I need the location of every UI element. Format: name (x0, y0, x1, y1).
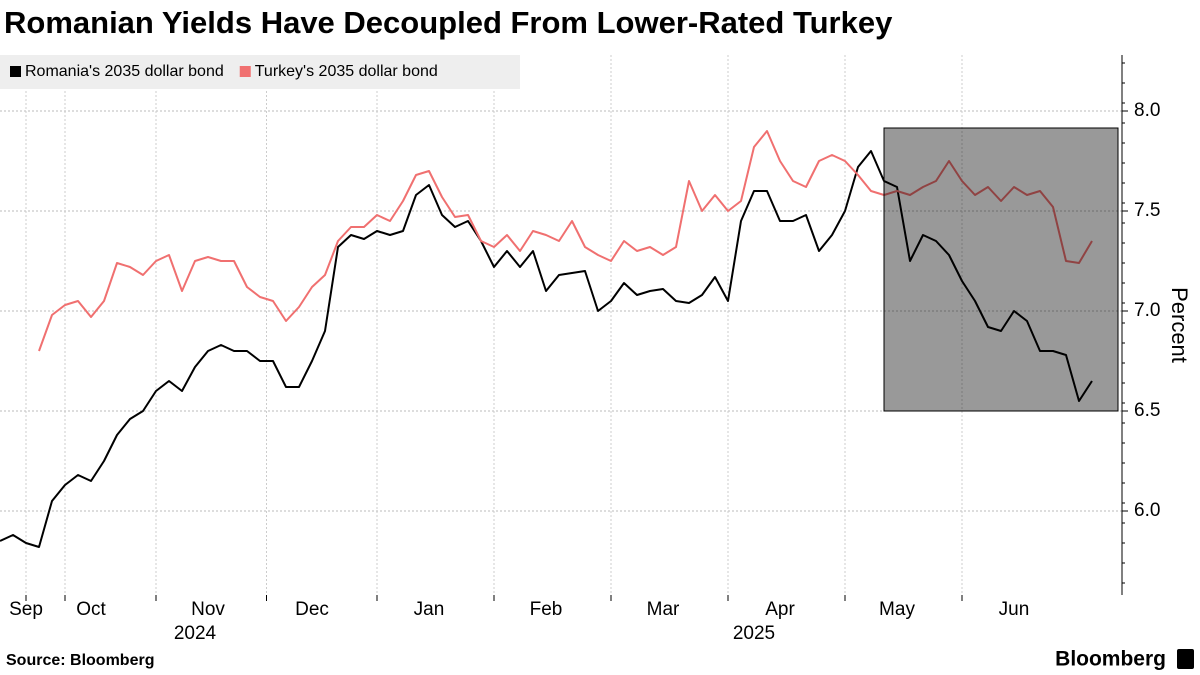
legend-background (0, 55, 520, 89)
x-tick-label: Dec (295, 599, 329, 620)
x-tick-label: Jun (999, 599, 1030, 620)
x-tick-label: Oct (76, 599, 106, 620)
brand: Bloomberg (1055, 648, 1166, 671)
x-tick-label: Apr (765, 599, 795, 620)
legend-swatch (10, 66, 21, 77)
x-tick-label: Sep (9, 599, 43, 620)
legend-swatch (239, 66, 251, 77)
brand-icon (1177, 649, 1194, 669)
x-tick-label: May (879, 599, 915, 620)
x-tick-label: Jan (414, 599, 445, 620)
y-tick-label: 7.5 (1134, 200, 1160, 221)
legend-label: Romania's 2035 dollar bond (25, 63, 224, 80)
y-tick-label: 6.0 (1134, 500, 1160, 521)
chart-title: Romanian Yields Have Decoupled From Lowe… (4, 5, 893, 40)
x-tick-label: Feb (530, 599, 563, 620)
line-series (38, 130, 1093, 352)
y-tick-label: 8.0 (1134, 100, 1160, 121)
y-tick-label: 7.0 (1134, 300, 1160, 321)
x-tick-label: Nov (191, 599, 225, 620)
x-year-label: 2024 (174, 623, 217, 644)
y-tick-label: 6.5 (1134, 400, 1160, 421)
x-tick-label: Mar (647, 599, 680, 620)
legend: Romania's 2035 dollar bond Turkey's 2035 … (0, 55, 520, 89)
legend-label: Turkey's 2035 dollar bond (255, 63, 438, 80)
highlight-box (883, 127, 1119, 412)
y-axis-label: Percent (1167, 287, 1192, 363)
source: Source: Bloomberg (6, 652, 154, 669)
x-year-label: 2025 (733, 623, 775, 644)
line-series (0, 150, 1093, 548)
